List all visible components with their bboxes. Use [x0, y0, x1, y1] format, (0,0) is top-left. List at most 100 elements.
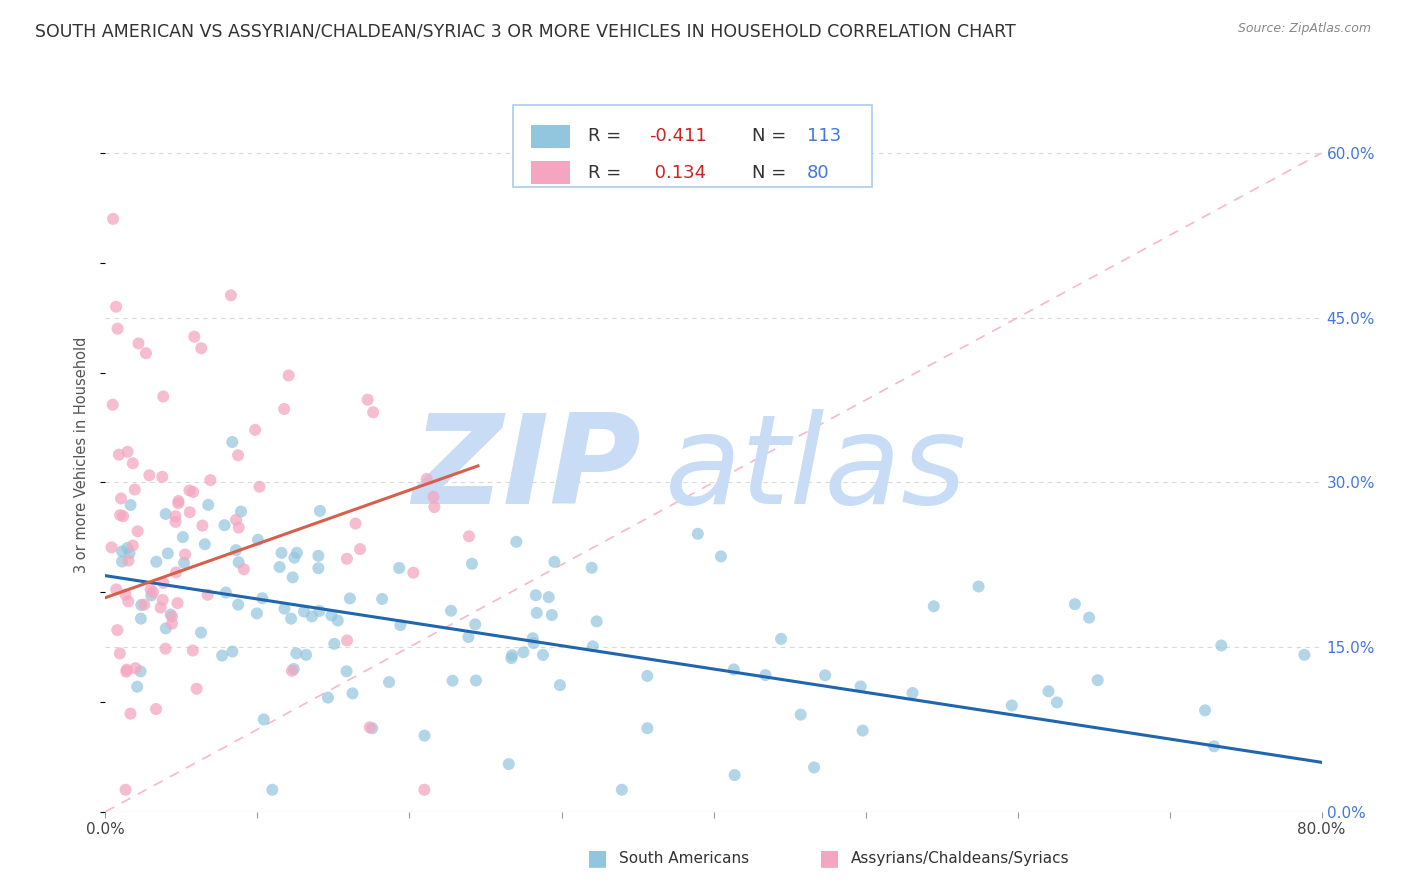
Point: [108, 508, 131, 522]
Point: [229, 504, 252, 518]
Point: [118, 546, 141, 560]
Point: [388, 561, 411, 575]
Point: [105, 623, 128, 637]
Point: [723, 663, 745, 677]
Point: [190, 341, 212, 355]
Point: [461, 557, 484, 571]
Point: [155, 621, 177, 635]
Text: South Americans: South Americans: [619, 851, 749, 865]
Point: [323, 637, 346, 651]
Point: [1194, 703, 1216, 717]
Point: [155, 507, 177, 521]
Point: [524, 588, 547, 602]
Point: [371, 592, 394, 607]
Point: [321, 608, 343, 623]
Point: [378, 675, 401, 690]
Point: [359, 720, 381, 734]
Point: [537, 590, 560, 604]
Point: [129, 612, 152, 626]
Point: [361, 405, 384, 419]
Point: [156, 546, 179, 560]
Point: [441, 673, 464, 688]
FancyBboxPatch shape: [513, 105, 872, 187]
Point: [221, 435, 243, 450]
Point: [142, 585, 165, 599]
Point: [754, 668, 776, 682]
Point: [160, 616, 183, 631]
Point: [1087, 673, 1109, 688]
Point: [228, 520, 250, 534]
Point: [501, 651, 523, 665]
Point: [179, 483, 201, 498]
Point: [110, 491, 132, 506]
Text: R =: R =: [588, 163, 627, 182]
Point: [464, 617, 486, 632]
Point: [1202, 739, 1225, 754]
Point: [127, 680, 149, 694]
Point: [111, 544, 134, 558]
Point: [1294, 648, 1316, 662]
Text: atlas: atlas: [665, 409, 967, 530]
Point: [174, 548, 197, 562]
Point: [173, 556, 195, 570]
Point: [105, 300, 128, 314]
Text: ■: ■: [820, 848, 839, 868]
Point: [114, 588, 136, 602]
Point: [307, 561, 329, 575]
Point: [134, 598, 156, 612]
Point: [150, 470, 173, 484]
Point: [249, 480, 271, 494]
Point: [531, 648, 554, 662]
Point: [814, 668, 837, 682]
Point: [710, 549, 733, 564]
Point: [402, 566, 425, 580]
Point: [413, 729, 436, 743]
Point: [1001, 698, 1024, 713]
Point: [295, 648, 318, 662]
Point: [129, 665, 152, 679]
Point: [105, 582, 128, 597]
Point: [200, 473, 222, 487]
Point: [232, 562, 254, 576]
Text: N =: N =: [752, 163, 793, 182]
Point: [246, 533, 269, 547]
Point: [283, 550, 305, 565]
Point: [129, 598, 152, 612]
Point: [505, 534, 527, 549]
Point: [138, 468, 160, 483]
Point: [457, 630, 479, 644]
Point: [117, 553, 139, 567]
Point: [214, 518, 236, 533]
Point: [215, 585, 238, 599]
Point: [246, 607, 269, 621]
Point: [191, 518, 214, 533]
Point: [336, 551, 359, 566]
Point: [273, 401, 295, 416]
Point: [100, 541, 122, 555]
Point: [803, 760, 825, 774]
Point: [423, 500, 446, 515]
Point: [465, 673, 488, 688]
Point: [107, 321, 129, 335]
Point: [585, 615, 607, 629]
Point: [361, 721, 384, 735]
Point: [281, 570, 304, 584]
Point: [226, 448, 249, 462]
Point: [326, 614, 349, 628]
Point: [1038, 684, 1060, 698]
Text: ZIP: ZIP: [412, 409, 641, 530]
Point: [228, 555, 250, 569]
Point: [686, 526, 709, 541]
Point: [112, 509, 135, 524]
Point: [458, 529, 481, 543]
Point: [922, 599, 945, 614]
Point: [166, 596, 188, 610]
Point: [301, 609, 323, 624]
Point: [901, 686, 924, 700]
Y-axis label: 3 or more Vehicles in Household: 3 or more Vehicles in Household: [75, 337, 90, 573]
Point: [389, 618, 412, 632]
Point: [152, 593, 174, 607]
Point: [159, 607, 181, 622]
Point: [108, 647, 131, 661]
Point: [124, 483, 146, 497]
